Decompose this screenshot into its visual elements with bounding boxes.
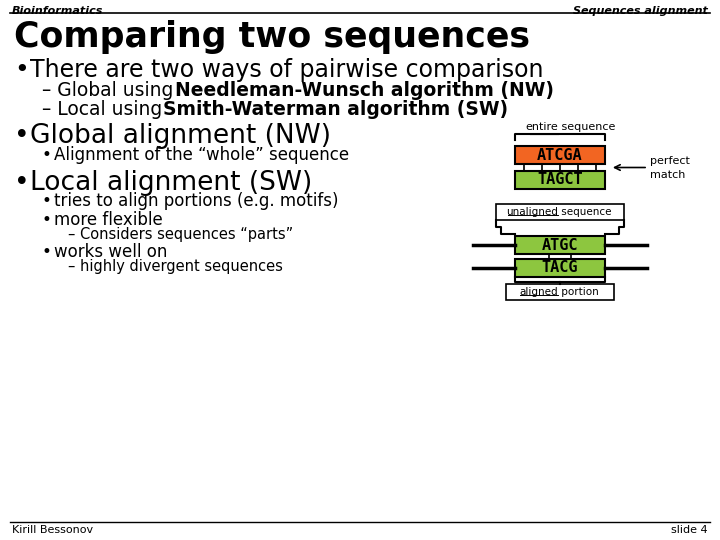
Text: tries to align portions (e.g. motifs): tries to align portions (e.g. motifs) [54, 192, 338, 210]
Text: – Considers sequences “parts”: – Considers sequences “parts” [68, 227, 293, 242]
Text: – highly divergent sequences: – highly divergent sequences [68, 259, 283, 274]
Text: sequence: sequence [558, 122, 616, 132]
Text: Bioinformatics: Bioinformatics [12, 6, 104, 16]
Text: ATGC: ATGC [541, 238, 578, 253]
Text: works well on: works well on [54, 243, 167, 261]
Text: match: match [650, 170, 685, 179]
Text: •: • [14, 170, 30, 196]
Text: more flexible: more flexible [54, 211, 163, 229]
FancyBboxPatch shape [515, 171, 605, 189]
Text: •: • [42, 146, 52, 164]
Text: Kirill Bessonov: Kirill Bessonov [12, 525, 93, 535]
Text: perfect: perfect [650, 156, 690, 165]
Text: slide 4: slide 4 [671, 525, 708, 535]
FancyBboxPatch shape [515, 259, 605, 277]
Text: – Global using: – Global using [42, 81, 179, 100]
Text: •: • [14, 123, 30, 149]
Text: portion: portion [558, 287, 599, 297]
Text: Global alignment (NW): Global alignment (NW) [30, 123, 331, 149]
Text: unaligned: unaligned [506, 207, 558, 217]
Text: •: • [14, 58, 29, 82]
Text: •: • [42, 243, 52, 261]
Text: Local alignment (SW): Local alignment (SW) [30, 170, 312, 196]
Text: TAGCT: TAGCT [537, 172, 582, 187]
Text: There are two ways of pairwise comparison: There are two ways of pairwise compariso… [30, 58, 544, 82]
Text: Sequences alignment: Sequences alignment [573, 6, 708, 16]
Text: TACG: TACG [541, 260, 578, 275]
FancyBboxPatch shape [515, 236, 605, 254]
Text: Comparing two sequences: Comparing two sequences [14, 20, 530, 54]
Text: Alignment of the “whole” sequence: Alignment of the “whole” sequence [54, 146, 349, 164]
Text: – Local using: – Local using [42, 100, 168, 119]
Text: •: • [42, 211, 52, 229]
FancyBboxPatch shape [496, 204, 624, 220]
Text: Smith-Waterman algorithm (SW): Smith-Waterman algorithm (SW) [163, 100, 508, 119]
Text: •: • [42, 192, 52, 210]
Text: entire: entire [526, 122, 558, 132]
Text: Needleman-Wunsch algorithm (NW): Needleman-Wunsch algorithm (NW) [175, 81, 554, 100]
Text: aligned: aligned [519, 287, 558, 297]
FancyBboxPatch shape [506, 284, 614, 300]
Text: sequence: sequence [558, 207, 611, 217]
Text: ATCGA: ATCGA [537, 147, 582, 163]
FancyBboxPatch shape [515, 146, 605, 164]
